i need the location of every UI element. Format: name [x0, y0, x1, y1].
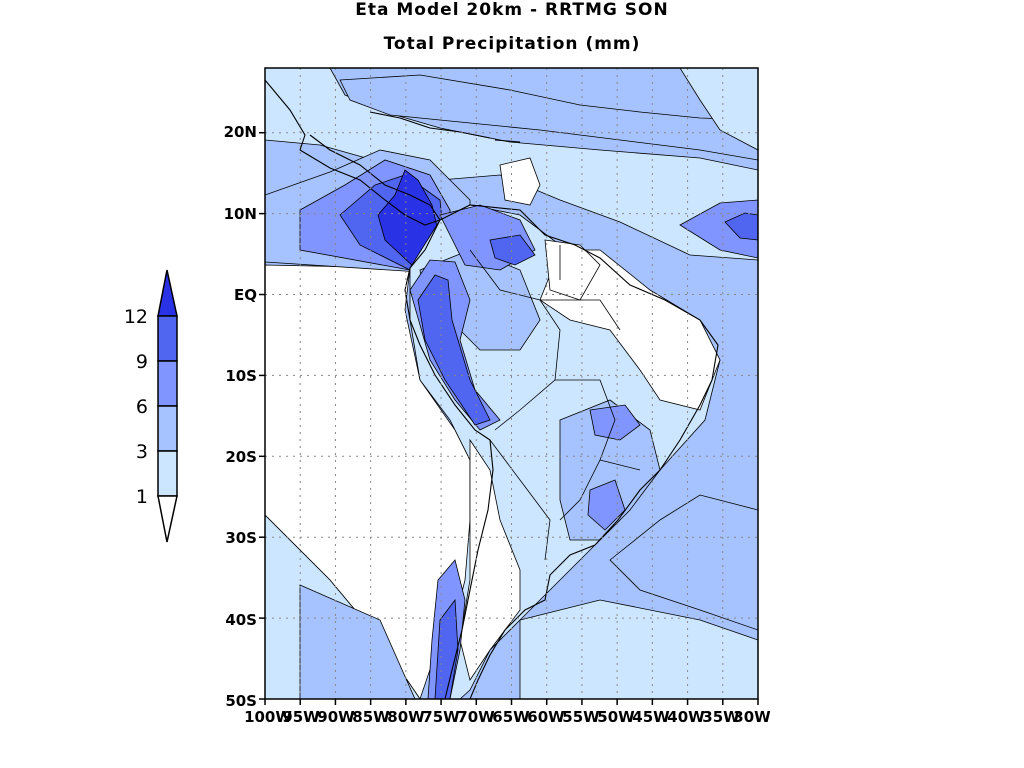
legend-box-1-3: [157, 450, 178, 497]
mexico-coastline: [265, 79, 306, 151]
legend-label-3: 3: [136, 441, 148, 463]
precip-region-sacz-atlantic: [609, 494, 758, 631]
precip-region-southern-chile-core: [434, 598, 459, 699]
legend-arrow-max: [157, 269, 178, 317]
lon-label-55w: 55W: [562, 708, 600, 726]
lat-label-30s: 30S: [225, 529, 257, 547]
longitude-axis: 100W 95W 90W 85W 80W 75W 70W 65W 60W 55W…: [244, 699, 771, 726]
legend-label-12: 12: [124, 306, 148, 328]
country-borders: [469, 245, 641, 561]
precip-region-pacific-far-south: [299, 584, 416, 699]
precip-region-south-brazil-core: [587, 479, 626, 531]
precip-region-caribbean: [339, 74, 758, 161]
lat-label-40s: 40S: [225, 611, 257, 629]
lat-label-20n: 20N: [224, 123, 257, 141]
map-title: Eta Model 20km - RRTMG SON: [355, 0, 669, 20]
lon-label-75w: 75W: [422, 708, 460, 726]
lat-label-eq: EQ: [234, 286, 257, 304]
precip-region-dry-atacama-patagonia: [459, 438, 521, 681]
precip-region-atlantic-itcz: [679, 199, 758, 259]
south-america-coastline: [409, 204, 719, 699]
latitude-axis: 20N 10N EQ 10S 20S 30S 40S 50S: [224, 123, 265, 710]
precip-region-south-atlantic-light: [519, 599, 758, 699]
color-legend: 12 9 6 3 1: [124, 269, 178, 543]
legend-arrow-min: [157, 495, 178, 543]
legend-label-1: 1: [136, 486, 148, 508]
precip-region-atlantic-itcz-core: [724, 212, 758, 241]
legend-label-6: 6: [136, 396, 148, 418]
legend-box-3-6: [157, 405, 178, 452]
lon-label-90w: 90W: [317, 708, 355, 726]
map-subtitle: Total Precipitation (mm): [383, 34, 641, 54]
lon-label-45w: 45W: [632, 708, 670, 726]
precip-region-dry-caribbean-island: [499, 157, 541, 206]
lon-label-40w: 40W: [667, 708, 705, 726]
precip-region-north-atlantic-light: [679, 68, 758, 151]
central-america-coastline: [299, 134, 441, 226]
lat-label-10n: 10N: [224, 205, 257, 223]
caribbean-islands: [369, 111, 521, 143]
precip-region-central-brazil: [589, 404, 641, 441]
lon-label-95w: 95W: [282, 708, 320, 726]
lon-label-85w: 85W: [352, 708, 390, 726]
legend-label-9: 9: [136, 351, 148, 373]
lon-label-80w: 80W: [387, 708, 425, 726]
graticule: [265, 68, 758, 699]
lon-label-35w: 35W: [702, 708, 740, 726]
precip-region-andes-east-core: [417, 274, 491, 426]
lon-label-70w: 70W: [457, 708, 495, 726]
lon-label-30w: 30W: [733, 708, 771, 726]
lon-label-60w: 60W: [527, 708, 565, 726]
precip-region-choco-max: [377, 169, 441, 269]
lat-label-20s: 20S: [225, 448, 257, 466]
legend-box-6-9: [157, 360, 178, 407]
lon-label-100w: 100W: [244, 708, 292, 726]
lon-label-65w: 65W: [492, 708, 530, 726]
precip-region-orinoco: [489, 234, 536, 266]
lon-label-50w: 50W: [597, 708, 635, 726]
lat-label-50s: 50S: [225, 692, 257, 710]
lat-label-10s: 10S: [225, 367, 257, 385]
legend-box-9-12: [157, 315, 178, 362]
